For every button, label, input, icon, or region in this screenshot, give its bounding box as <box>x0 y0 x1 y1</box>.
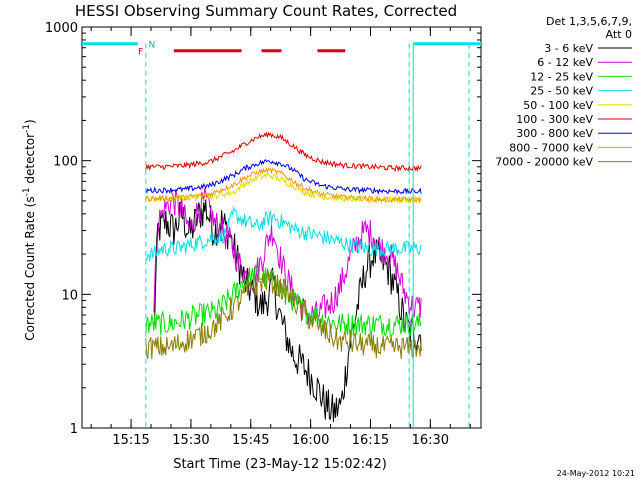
y-axis-label-sup2: -1 <box>22 124 32 133</box>
series-line <box>145 131 422 173</box>
legend-label: 6 - 12 keV <box>537 56 593 69</box>
legend-label: 7000 - 20000 keV <box>495 156 593 169</box>
plot-border <box>81 26 482 429</box>
plot-area <box>81 26 482 429</box>
chart-title: HESSI Observing Summary Count Rates, Cor… <box>75 2 457 20</box>
series-line <box>153 199 422 423</box>
legend-label: 3 - 6 keV <box>544 42 593 55</box>
flag-letter-f: F <box>138 48 143 58</box>
series-line <box>145 268 422 360</box>
x-tick-label: 15:30 <box>172 433 209 448</box>
series-layer <box>145 131 422 423</box>
y-axis-label-suffix: ) <box>23 119 37 124</box>
axis-layer: 1 10 100 1000 15:15 15:30 15:45 16:00 16:15 16:30 <box>45 21 481 448</box>
x-tick-label: 15:45 <box>232 433 269 448</box>
x-axis-label: Start Time (23-May-12 15:02:42) <box>173 457 387 472</box>
x-tick-label: 16:30 <box>412 433 449 448</box>
x-tick-label: 15:15 <box>112 433 149 448</box>
y-axis-label-prefix: Corrected Count Rate (s <box>23 196 37 340</box>
legend-label: 800 - 7000 keV <box>509 141 593 154</box>
series-line <box>145 167 422 204</box>
y-tick-label: 1 <box>70 422 78 437</box>
y-tick-label: 1000 <box>45 21 78 36</box>
flag-layer: FN <box>82 41 481 428</box>
y-axis-label-sup1: -1 <box>22 187 32 196</box>
series-line <box>145 172 422 205</box>
flag-letter-n: N <box>148 41 155 51</box>
legend-label: 50 - 100 keV <box>523 99 593 112</box>
y-axis-label: Corrected Count Rate (s-1 detector-1) <box>22 119 37 340</box>
legend-label: 25 - 50 keV <box>530 85 593 98</box>
series-line <box>145 207 422 262</box>
series-line <box>145 159 422 196</box>
y-axis-label-mid: detector <box>23 133 37 188</box>
legend-header-line-2: Att 0 <box>606 28 632 41</box>
legend-label: 300 - 800 keV <box>516 127 593 140</box>
series-line <box>145 264 422 337</box>
legend-header-line-1: Det 1,3,5,6,7,9, <box>546 15 632 28</box>
legend-label: 100 - 300 keV <box>516 113 593 126</box>
footer-date: 24-May-2012 10:21 <box>557 469 635 478</box>
x-tick-label: 16:15 <box>352 433 389 448</box>
x-tick-label: 16:00 <box>292 433 329 448</box>
legend-label: 12 - 25 keV <box>530 70 593 83</box>
y-tick-label: 10 <box>61 288 78 303</box>
y-tick-label: 100 <box>53 155 78 170</box>
series-line <box>153 187 422 325</box>
